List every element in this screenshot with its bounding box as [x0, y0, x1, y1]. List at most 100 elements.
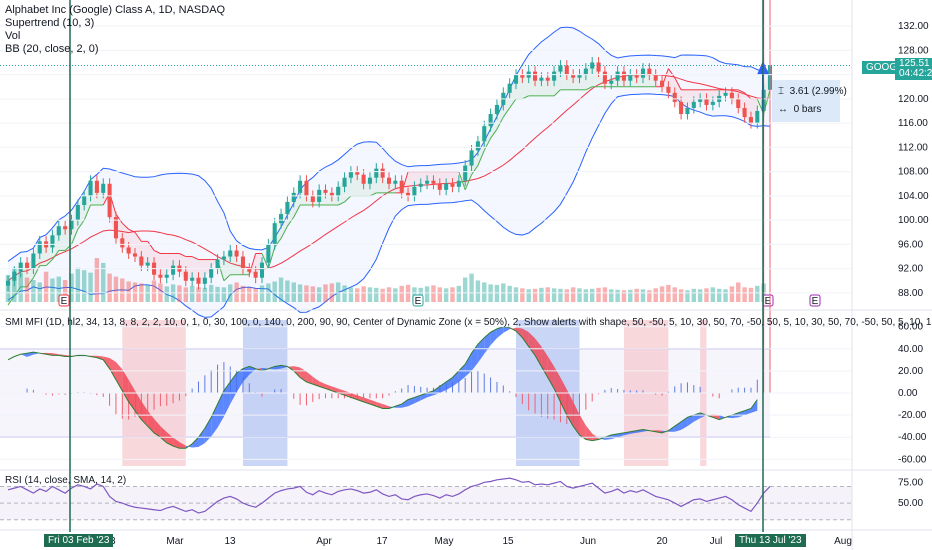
- volume-bar-11: [75, 267, 81, 302]
- earnings-marker-1: E: [415, 296, 422, 307]
- candle-body-14: [94, 180, 99, 193]
- volume-bar-28: [183, 287, 189, 302]
- legend-bb[interactable]: BB (20, close, 2, 0): [5, 43, 99, 55]
- candle-body-86: [552, 71, 557, 81]
- candle-body-92: [590, 62, 595, 69]
- smi-tick-3: 0.00: [898, 388, 918, 399]
- supertrend-seg-20: [128, 228, 136, 233]
- smi-legend[interactable]: SMI MFI (1D, hl2, 34, 13, 8, 8, 2, 2, 10…: [5, 316, 932, 329]
- smi-ribbon-118: [750, 399, 758, 413]
- legend-supertrend[interactable]: Supertrend (10, 3): [5, 17, 95, 29]
- candle-body-56: [361, 174, 366, 184]
- candle-body-54: [348, 171, 353, 178]
- volume-bar-91: [583, 289, 589, 302]
- volume-bar-60: [386, 287, 392, 302]
- last-price: 125.51: [899, 58, 930, 69]
- smi-ribbon-51: [325, 384, 332, 391]
- candle-body-8: [56, 226, 61, 236]
- supertrend-fill-113: [719, 89, 726, 96]
- volume-bar-115: [736, 282, 741, 302]
- x-tick-12: Aug: [834, 536, 852, 547]
- smi-ribbon-108: [687, 415, 694, 427]
- candle-body-116: [742, 107, 747, 118]
- supertrend-fill-56: [357, 174, 364, 196]
- volume-bar-29: [189, 285, 195, 302]
- supertrend-fill-65: [414, 171, 421, 187]
- volume-bar-66: [424, 286, 430, 302]
- volume-bar-32: [208, 284, 214, 302]
- volume-bar-42: [272, 281, 277, 302]
- supertrend-fill-70: [446, 171, 453, 187]
- volume-bar-92: [589, 288, 595, 302]
- candle-body-85: [545, 77, 550, 81]
- volume-bar-103: [659, 286, 665, 302]
- supertrend-seg-46: [293, 204, 301, 218]
- supertrend-fill-82: [522, 71, 529, 99]
- smi-ribbon-19: [122, 369, 129, 402]
- volume-bar-88: [564, 289, 570, 302]
- candle-body-106: [679, 101, 684, 115]
- candle-body-25: [164, 274, 169, 278]
- volume-bar-98: [628, 289, 633, 302]
- supertrend-seg-87: [553, 89, 561, 97]
- candle-body-43: [279, 214, 284, 224]
- volume-bar-77: [494, 284, 500, 302]
- supertrend-fill-103: [655, 80, 663, 87]
- price-tick-4: 116.00: [898, 118, 928, 129]
- volume-bar-100: [640, 289, 646, 302]
- earnings-marker-3: E: [812, 296, 819, 307]
- volume-bar-86: [551, 288, 557, 302]
- candle-body-89: [571, 74, 576, 78]
- candle-body-44: [285, 201, 290, 215]
- rsi-legend[interactable]: RSI (14, close, SMA, 14, 2): [5, 474, 126, 487]
- volume-bar-94: [602, 287, 608, 302]
- supertrend-seg-75: [477, 150, 485, 166]
- candle-body-96: [615, 71, 620, 81]
- x-tick-10: Jul: [710, 536, 723, 547]
- measure-tooltip: ⌶ 3.61 (2.99%) ↔ 0 bars: [772, 80, 847, 122]
- price-tick-5: 112.00: [898, 142, 928, 153]
- smi-ribbon-106: [674, 421, 682, 432]
- supertrend-seg-11: [71, 229, 79, 245]
- candle-body-10: [69, 220, 74, 230]
- crosshair: [69, 0, 764, 532]
- price-tick-11: 88.00: [898, 288, 923, 299]
- volume-bar-18: [120, 278, 125, 302]
- smi-ribbon-79: [503, 326, 510, 333]
- smi-ribbon-52: [331, 386, 339, 393]
- supertrend-seg-54: [344, 195, 352, 203]
- volume-bar-82: [526, 289, 531, 302]
- xtag-left: Fri 03 Feb '23: [44, 534, 114, 547]
- volume-bar-90: [577, 288, 582, 302]
- candle-body-55: [355, 171, 360, 175]
- smi-ribbon-33: [211, 404, 218, 437]
- supertrend-fill-16: [103, 183, 110, 218]
- price-tick-8: 100.00: [898, 215, 929, 226]
- volume-bar-54: [348, 287, 354, 302]
- smi-ribbon-24: [154, 418, 161, 438]
- supertrend-seg-80: [509, 98, 517, 109]
- smi-ribbon-70: [446, 377, 453, 391]
- supertrend-seg-116: [738, 89, 745, 94]
- supertrend-seg-45: [286, 216, 295, 227]
- volume-bar-48: [310, 286, 316, 302]
- earnings-marker-0: E: [61, 296, 68, 307]
- volume-bar-17: [113, 276, 119, 302]
- x-tick-8: Jun: [580, 536, 596, 547]
- volume-bar-34: [221, 287, 227, 302]
- candle-body-53: [342, 177, 347, 187]
- candle-body-41: [266, 244, 271, 263]
- candle-body-31: [202, 277, 207, 284]
- smi-ribbon-59: [376, 401, 383, 409]
- legend-vol[interactable]: Vol: [5, 30, 21, 42]
- smi-ribbon-8: [52, 353, 59, 356]
- volume-bar-22: [145, 284, 150, 302]
- smi-ribbon-83: [528, 332, 536, 356]
- supertrend-seg-23: [147, 241, 155, 251]
- candle-body-24: [158, 274, 163, 278]
- volume-bar-10: [69, 273, 74, 302]
- volume-bar-108: [691, 288, 697, 302]
- tooltip-bars: 0 bars: [793, 104, 822, 115]
- supertrend-fill-48: [306, 195, 313, 205]
- price-tag: 125.51 04:42:20: [895, 58, 932, 80]
